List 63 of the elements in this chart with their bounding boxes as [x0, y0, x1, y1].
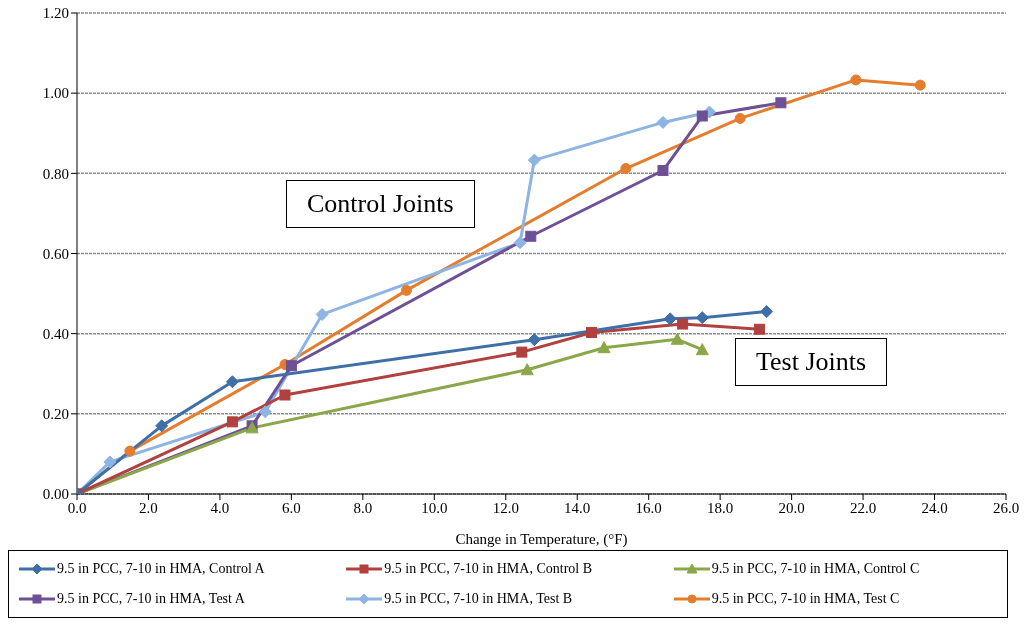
point [586, 326, 598, 338]
legend-label: 9.5 in PCC, 7-10 in HMA, Test B [384, 591, 573, 607]
y-tick-label: 0.60 [42, 245, 69, 262]
point [696, 110, 708, 122]
point [279, 389, 291, 401]
point [520, 363, 534, 376]
x-tick-label: 8.0 [353, 499, 373, 516]
point [513, 236, 527, 250]
x-tick-label: 26.0 [992, 499, 1020, 516]
x-tick-label: 20.0 [778, 499, 805, 516]
point [695, 343, 709, 356]
annotation: Test Joints [735, 338, 888, 386]
point [850, 74, 862, 86]
point [103, 455, 117, 469]
point [677, 318, 689, 330]
point [695, 311, 709, 325]
x-tick-label: 24.0 [921, 499, 948, 516]
point [315, 307, 329, 321]
point [657, 165, 669, 177]
point [734, 112, 746, 124]
y-tick-label: 0.80 [42, 165, 69, 182]
point [527, 153, 541, 167]
point [285, 360, 297, 372]
y-tick-label: 0.40 [42, 325, 69, 342]
x-tick-label: 0.0 [67, 499, 87, 516]
point [155, 419, 169, 433]
legend-label: 9.5 in PCC, 7-10 in HMA, Control A [57, 561, 265, 577]
point [620, 163, 632, 175]
point [124, 445, 136, 457]
x-tick-label: 12.0 [492, 499, 519, 516]
y-tick-label: 0.00 [42, 486, 69, 503]
legend-label: 9.5 in PCC, 7-10 in HMA, Test A [57, 591, 245, 607]
point [258, 405, 272, 419]
point [527, 333, 541, 347]
y-tick-label: 0.20 [42, 406, 69, 423]
point [663, 312, 677, 326]
y-tick-label: 1.00 [42, 85, 69, 102]
legend-label: 9.5 in PCC, 7-10 in HMA, Control B [384, 561, 593, 577]
point [753, 323, 765, 335]
annotation: Control Joints [286, 180, 475, 228]
x-tick-label: 14.0 [564, 499, 591, 516]
point [760, 305, 774, 319]
legend-label: 9.5 in PCC, 7-10 in HMA, Control C [711, 561, 920, 577]
x-tick-label: 4.0 [210, 499, 230, 516]
point [670, 332, 684, 345]
x-tick-label: 6.0 [282, 499, 301, 516]
x-tick-label: 22.0 [849, 499, 877, 516]
point [225, 375, 239, 389]
point [656, 115, 670, 129]
point [775, 97, 787, 109]
y-tick-label: 1.20 [42, 5, 69, 22]
point [914, 79, 926, 91]
point [400, 284, 412, 296]
point [516, 346, 528, 358]
x-tick-label: 18.0 [707, 499, 734, 516]
x-tick-label: 10.0 [421, 499, 448, 516]
x-tick-label: 2.0 [139, 499, 158, 516]
point [525, 230, 537, 242]
legend-label: 9.5 in PCC, 7-10 in HMA, Test C [711, 591, 900, 607]
point [597, 341, 611, 354]
point [226, 416, 238, 428]
x-axis-title: Change in Temperature, (°F) [455, 531, 628, 548]
x-tick-label: 16.0 [635, 499, 662, 516]
